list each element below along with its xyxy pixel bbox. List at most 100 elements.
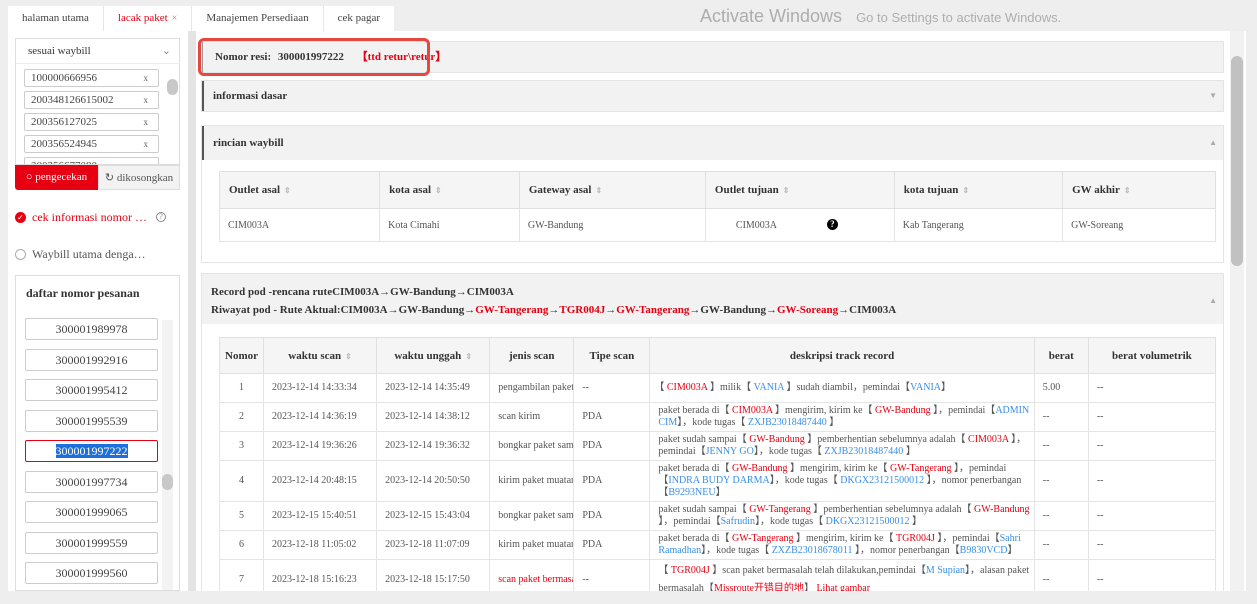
caret-up-icon[interactable]: ▲ — [1209, 138, 1217, 147]
order-item[interactable]: 300001997734 — [25, 470, 158, 493]
waybill-number: 200356524945 — [31, 138, 97, 150]
description-segment[interactable]: INDRA BUDY DARMA — [668, 475, 770, 486]
scrollbar[interactable] — [1230, 31, 1244, 591]
remove-icon[interactable]: x — [143, 139, 149, 149]
description-segment[interactable]: ZXJB23018487440 — [747, 417, 827, 428]
column-header[interactable]: Outlet asal ⇕ — [218, 171, 381, 209]
tab-track-package[interactable]: lacak paket × — [104, 6, 193, 31]
description-segment[interactable]: ZXZB23018678011 — [771, 545, 853, 556]
option-label: cek informasi nomor … — [32, 210, 147, 224]
order-item[interactable]: 300001989978 — [25, 318, 158, 340]
cell-value: 2 — [239, 411, 245, 422]
option-check-number[interactable]: ✓ cek informasi nomor … — [15, 210, 147, 225]
description-segment[interactable]: ADMIN CIM — [658, 405, 1030, 428]
description-segment[interactable]: B9830VCD — [959, 545, 1008, 556]
table-row: CIM003A Kota Cimahi GW-Bandung CIM003A? Kab … — [218, 208, 1216, 242]
cell-value: 4 — [239, 475, 245, 486]
tab-home[interactable]: halaman utama — [8, 6, 104, 31]
table-cell: PDA — [573, 530, 651, 560]
description-segment[interactable]: DKGX23121500012 — [825, 516, 910, 527]
order-item[interactable]: 300001999559 — [25, 531, 158, 554]
close-icon[interactable]: × — [171, 13, 178, 24]
route-segment: →CIM003A — [838, 304, 897, 316]
order-item[interactable]: 300001997222 — [25, 440, 158, 462]
remove-icon[interactable]: x — [143, 95, 149, 105]
order-item[interactable]: 300001995412 — [25, 379, 158, 401]
sort-icon[interactable]: ⇕ — [962, 186, 970, 195]
order-number: 300001997222 — [55, 444, 128, 458]
sort-icon[interactable]: ⇕ — [1123, 186, 1131, 195]
description-segment[interactable]: JENNY GO — [705, 446, 754, 457]
description-segment[interactable]: ZXJB23018487440 — [824, 446, 904, 457]
sort-icon[interactable]: ⇕ — [465, 351, 473, 361]
description-segment[interactable]: VANIA — [753, 382, 784, 393]
description-segment[interactable]: M Supian — [925, 565, 966, 576]
table-cell: -- — [1087, 460, 1217, 502]
column-header[interactable]: Outlet tujuan ⇕ — [704, 171, 895, 209]
remove-icon[interactable]: x — [144, 158, 149, 164]
scrollbar[interactable] — [162, 320, 173, 590]
cell-value: -- — [1096, 411, 1104, 422]
caret-down-icon[interactable]: ▼ — [1209, 91, 1217, 100]
table-cell: bongkar paket sampai — [489, 501, 575, 531]
waybill-header: Nomor resi: 300001997222 【ttd retur\retu… — [201, 41, 1224, 73]
description-segment: GW-Tangerang — [749, 504, 811, 515]
column-header[interactable]: waktu unggah ⇕ — [376, 337, 491, 374]
check-button[interactable]: ○ pengecekan — [15, 165, 98, 190]
sort-icon[interactable]: ⇕ — [345, 351, 352, 361]
cell-value: -- — [1042, 539, 1050, 550]
waybill-entry[interactable]: 200356677080 x — [24, 157, 159, 164]
chevron-down-icon: ⌄ — [161, 45, 171, 57]
column-header[interactable]: GW akhir ⇕ — [1062, 171, 1216, 209]
waybill-entry[interactable]: 100000666956 x — [24, 69, 159, 87]
description-segment[interactable]: VANIA — [910, 382, 941, 393]
column-header[interactable]: kota asal ⇕ — [379, 171, 520, 209]
panel-divider[interactable] — [188, 31, 196, 591]
table-cell: Kota Cimahi — [379, 208, 520, 242]
description-segment: 】mengirim, kirim ke【 — [787, 463, 891, 474]
query-mode-select[interactable]: sesuai waybill ⌄ — [15, 38, 180, 63]
column-header[interactable]: waktu scan ⇕ — [263, 337, 378, 374]
option-main-waybill[interactable]: Waybill utama denga… — [15, 247, 146, 262]
table-cell: -- — [573, 559, 651, 591]
order-item[interactable]: 300001999065 — [25, 501, 158, 523]
question-icon[interactable]: ? — [826, 219, 838, 230]
sort-icon[interactable]: ⇕ — [435, 186, 442, 195]
description-segment: 】，nomor penerbangan【 — [658, 475, 1022, 498]
cell-value: 5.00 — [1042, 382, 1061, 393]
description-segment[interactable]: Sahri Ramadhan — [658, 533, 1021, 556]
description-segment[interactable]: Safrudin — [720, 516, 756, 527]
waybill-entry[interactable]: 200356524945 x — [24, 135, 159, 153]
waybill-entry[interactable]: 200348126615002 x — [24, 91, 159, 109]
caret-up-icon[interactable]: ▲ — [1209, 296, 1217, 305]
description-segment[interactable]: Lihat gambar — [816, 583, 871, 591]
waybill-entry[interactable]: 200356127025 x — [24, 113, 159, 131]
description-segment[interactable]: DKGX23121500012 — [840, 475, 925, 486]
tab-inventory[interactable]: Manajemen Persediaan — [192, 6, 324, 31]
cell-value: -- — [582, 382, 589, 393]
route-segment: GW-Soreang — [777, 304, 839, 316]
sort-icon[interactable]: ⇕ — [595, 186, 603, 195]
table-cell: PDA — [573, 501, 651, 531]
description-segment: 】 — [941, 382, 951, 393]
clear-button[interactable]: ↻ dikosongkan — [98, 165, 180, 190]
section-basic-info[interactable]: informasi dasar ▼ — [201, 80, 1224, 112]
sort-icon[interactable]: ⇕ — [284, 186, 291, 195]
order-item[interactable]: 300001995539 — [25, 409, 158, 432]
description-segment[interactable]: B9293NEU — [668, 487, 716, 498]
column-header: deskripsi track record — [649, 337, 1035, 374]
remove-icon[interactable]: x — [143, 117, 149, 127]
scrollbar[interactable] — [167, 79, 178, 95]
remove-icon[interactable]: x — [143, 73, 149, 83]
tab-fence-check[interactable]: cek pagar — [324, 6, 394, 31]
sort-icon[interactable]: ⇕ — [782, 186, 790, 195]
help-icon[interactable]: ? — [156, 212, 166, 222]
order-item[interactable]: 300001999560 — [25, 562, 158, 584]
column-header[interactable]: Gateway asal ⇕ — [518, 171, 706, 209]
checkmark-icon: ✓ — [15, 212, 26, 223]
table-cell: kirim paket muatan — [489, 530, 575, 560]
order-item[interactable]: 300001992916 — [25, 348, 158, 371]
table-cell: 2023-12-15 15:43:04 — [376, 501, 491, 531]
column-header[interactable]: kota tujuan ⇕ — [893, 171, 1064, 209]
cell-value: -- — [1096, 539, 1104, 550]
